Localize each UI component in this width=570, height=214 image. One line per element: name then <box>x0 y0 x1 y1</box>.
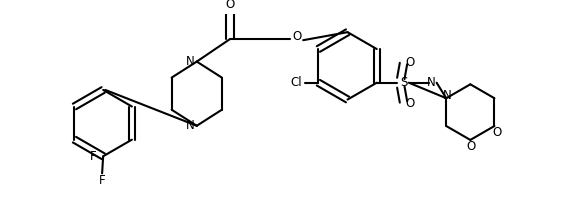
Text: O: O <box>225 0 234 11</box>
Text: N: N <box>185 55 194 68</box>
Text: N: N <box>427 76 435 89</box>
Text: O: O <box>405 56 414 69</box>
Text: Cl: Cl <box>290 76 302 89</box>
Text: O: O <box>492 126 502 140</box>
Text: S: S <box>400 76 407 89</box>
Text: N: N <box>185 119 194 132</box>
Text: O: O <box>405 97 414 110</box>
Text: N: N <box>443 89 451 101</box>
Text: O: O <box>292 30 302 43</box>
Text: F: F <box>99 174 105 187</box>
Text: F: F <box>90 150 97 163</box>
Text: O: O <box>467 140 476 153</box>
